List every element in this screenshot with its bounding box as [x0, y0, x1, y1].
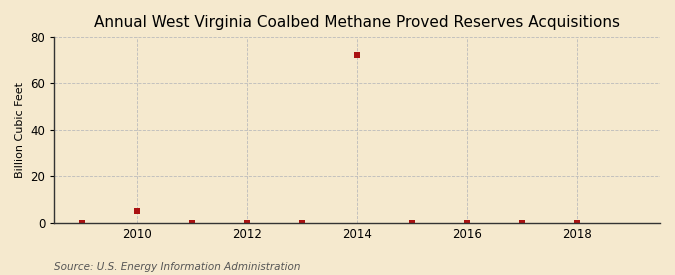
Y-axis label: Billion Cubic Feet: Billion Cubic Feet [15, 82, 25, 178]
Title: Annual West Virginia Coalbed Methane Proved Reserves Acquisitions: Annual West Virginia Coalbed Methane Pro… [95, 15, 620, 30]
Text: Source: U.S. Energy Information Administration: Source: U.S. Energy Information Administ… [54, 262, 300, 272]
